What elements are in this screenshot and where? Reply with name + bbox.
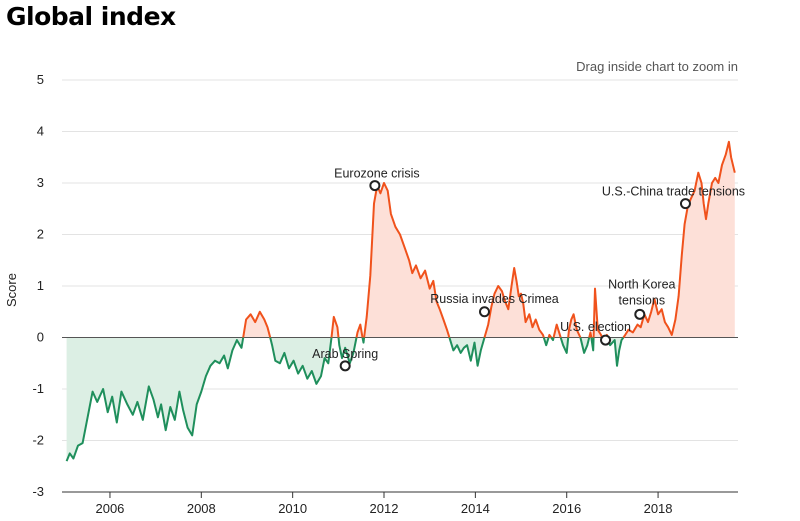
negative-area [607,337,624,366]
negative-line [579,337,591,354]
y-tick-label: 4 [37,124,44,139]
annotation-label: U.S. election [560,320,631,334]
negative-area [580,337,590,353]
positive-line [547,333,553,339]
positive-area [484,268,544,338]
annotations: Eurozone crisis Arab Spring Russia invades… [312,167,745,372]
negative-line [606,336,625,367]
positive-line [242,310,272,338]
page-title: Global index [6,2,176,31]
x-tick-label: 2016 [552,501,581,516]
y-tick-label: -2 [32,433,44,448]
y-axis-ticks: 5 4 3 2 1 0 -1 -2 -3 [32,72,44,499]
negative-line [448,337,486,367]
positive-line [552,323,562,338]
negative-line [361,337,366,344]
y-tick-label: 0 [37,330,44,345]
x-axis-ticks: 2006 2008 2010 2012 2014 2016 2018 [62,491,738,516]
annotation-marker[interactable] [600,334,612,346]
y-tick-label: 5 [37,72,44,87]
y-tick-label: 2 [37,227,44,242]
positive-line [330,315,340,338]
positive-line [355,323,364,338]
x-tick-label: 2014 [461,501,490,516]
annotation-label: Arab Spring [312,347,378,361]
y-tick-label: -3 [32,484,44,499]
zoom-hint: Drag inside chart to zoom in [576,59,738,74]
positive-line [588,331,593,338]
annotation-label: Russia invades Crimea [430,292,559,306]
x-tick-label: 2018 [644,501,673,516]
annotation-marker[interactable] [634,308,646,320]
annotation-marker[interactable] [339,360,351,372]
annotation-label: Eurozone crisis [334,167,419,181]
x-tick-label: 2008 [187,501,216,516]
x-tick-label: 2006 [95,501,124,516]
y-axis-label: Score [4,273,19,307]
negative-line [590,337,595,352]
negative-line [269,337,333,385]
positive-line [592,287,603,338]
positive-line [483,267,545,338]
positive-area [364,183,450,338]
annotation-marker[interactable] [679,198,691,210]
negative-line [559,337,570,354]
negative-area [66,337,244,462]
y-tick-label: 3 [37,175,44,190]
y-tick-label: -1 [32,381,44,396]
negative-line [542,337,550,347]
negative-line [65,337,245,462]
annotation-label: North Korea tensions [608,277,675,307]
annotation-marker[interactable] [369,180,381,192]
negative-line [550,336,555,342]
x-tick-label: 2010 [278,501,307,516]
annotation-marker[interactable] [479,306,490,318]
area-fills [66,141,735,462]
annotation-label: U.S.-China trade tensions [602,185,745,199]
negative-line [337,337,358,365]
positive-line [567,313,582,338]
y-tick-label: 1 [37,278,44,293]
positive-area [623,141,735,338]
x-tick-label: 2012 [370,501,399,516]
negative-area [270,337,332,384]
